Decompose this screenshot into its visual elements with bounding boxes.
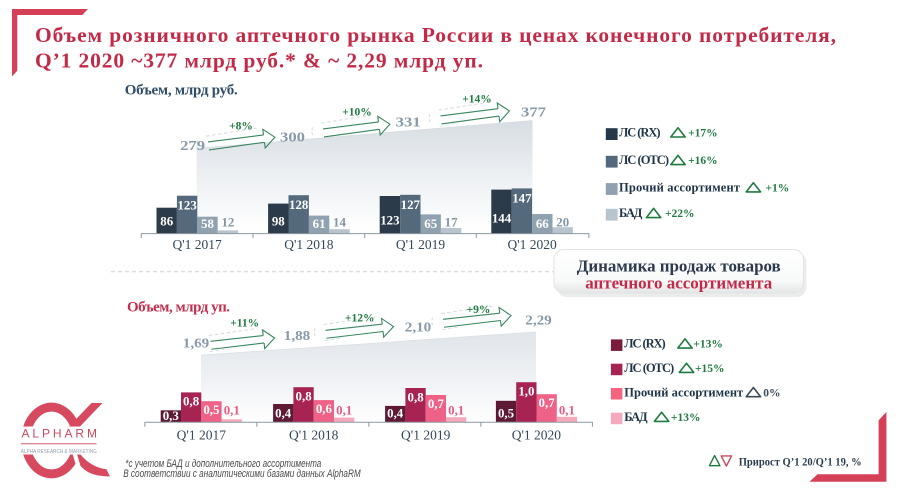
svg-text:+11%: +11% (230, 318, 259, 330)
svg-text:0,7: 0,7 (428, 397, 445, 411)
svg-text:0,4: 0,4 (275, 407, 292, 421)
svg-text:61: 61 (313, 217, 326, 231)
svg-text:Q'1 2018: Q'1 2018 (289, 428, 339, 443)
svg-text:58: 58 (201, 217, 214, 231)
svg-text:86: 86 (160, 215, 173, 229)
svg-text:0,1: 0,1 (224, 403, 240, 417)
svg-text:+13%: +13% (693, 339, 723, 351)
svg-text:+1%: +1% (766, 183, 790, 195)
svg-text:ЛС (ОТС): ЛС (ОТС) (619, 153, 669, 167)
svg-text:Объем розничного аптечного рын: Объем розничного аптечного рынка России … (35, 23, 836, 47)
svg-text:98: 98 (272, 215, 285, 229)
svg-text:+10%: +10% (342, 106, 372, 118)
svg-text:0,6: 0,6 (316, 402, 333, 416)
svg-text:ЛС (RX): ЛС (RX) (619, 126, 661, 140)
svg-text:Динамика продаж товаров: Динамика продаж товаров (577, 256, 781, 275)
svg-text:+8%: +8% (229, 121, 253, 133)
svg-text:Q'1 2020: Q'1 2020 (507, 237, 557, 252)
svg-text:ЛС (ОТС): ЛС (ОТС) (624, 361, 674, 375)
svg-text:0,8: 0,8 (408, 390, 425, 404)
svg-text:БАД: БАД (619, 206, 643, 220)
svg-text:377: 377 (521, 106, 546, 121)
svg-text:14: 14 (333, 215, 346, 229)
svg-text:0,5: 0,5 (498, 407, 514, 421)
svg-text:Q'1 2019: Q'1 2019 (401, 428, 451, 443)
svg-text:0,8: 0,8 (183, 395, 200, 409)
svg-text:331: 331 (396, 116, 421, 131)
svg-text:+9%: +9% (467, 304, 491, 316)
svg-text:+22%: +22% (665, 208, 695, 220)
svg-text:Q'1 2019: Q'1 2019 (396, 237, 446, 252)
svg-text:66: 66 (536, 217, 549, 231)
svg-text:20: 20 (556, 215, 569, 229)
svg-text:127: 127 (401, 198, 421, 212)
svg-text:0,1: 0,1 (559, 403, 575, 417)
svg-text:Прочий ассортимент: Прочий ассортимент (624, 385, 743, 399)
svg-text:1,69: 1,69 (183, 337, 210, 352)
svg-text:144: 144 (492, 212, 512, 226)
svg-text:ALPHA RESEARCH & MARKETING: ALPHA RESEARCH & MARKETING (21, 449, 97, 455)
svg-text:0%: 0% (763, 387, 780, 399)
svg-text:аптечного ассортимента: аптечного ассортимента (585, 274, 773, 293)
svg-text:ЛС (RX): ЛС (RX) (624, 337, 666, 351)
svg-text:+15%: +15% (695, 363, 725, 375)
svg-text:12: 12 (221, 215, 234, 229)
svg-text:128: 128 (289, 198, 309, 212)
svg-text:+16%: +16% (688, 155, 718, 167)
svg-text:В соответствии с аналитическим: В соответствии с аналитическими базами д… (123, 468, 361, 480)
svg-text:Q'1 2017: Q'1 2017 (177, 428, 227, 443)
svg-text:Объем, млрд руб.: Объем, млрд руб. (125, 83, 238, 99)
svg-text:0,1: 0,1 (336, 403, 352, 417)
svg-text:+17%: +17% (688, 128, 718, 140)
svg-text:Объем, млрд уп.: Объем, млрд уп. (127, 300, 230, 316)
svg-text:*с учетом БАД и дополнительног: *с учетом БАД и дополнительного ассортим… (125, 458, 321, 470)
svg-text:Q'1 2018: Q'1 2018 (284, 237, 334, 252)
svg-text:0,7: 0,7 (539, 396, 556, 410)
svg-text:123: 123 (380, 214, 399, 228)
svg-text:65: 65 (424, 217, 437, 231)
svg-text:Прирост Q’1 20/Q’1 19, %: Прирост Q’1 20/Q’1 19, % (739, 454, 862, 468)
svg-text:279: 279 (180, 139, 205, 154)
svg-text:Прочий ассортимент: Прочий ассортимент (619, 181, 740, 195)
svg-text:123: 123 (177, 199, 196, 213)
svg-text:17: 17 (445, 215, 458, 229)
svg-text:Q'1 2020: Q'1 2020 (512, 428, 562, 443)
svg-text:0,3: 0,3 (163, 409, 179, 423)
svg-text:2,29: 2,29 (525, 314, 552, 329)
svg-text:+13%: +13% (671, 412, 701, 424)
svg-text:0,4: 0,4 (387, 407, 404, 421)
svg-text:+12%: +12% (345, 313, 375, 325)
svg-text:Q'1 2017: Q'1 2017 (172, 237, 222, 252)
svg-text:1,88: 1,88 (284, 329, 311, 344)
svg-text:0,8: 0,8 (296, 390, 313, 404)
svg-text:300: 300 (280, 130, 305, 145)
svg-text:147: 147 (512, 191, 532, 205)
svg-text:0,5: 0,5 (203, 403, 219, 417)
svg-text:БАД: БАД (624, 410, 648, 424)
svg-text:2,10: 2,10 (405, 321, 432, 336)
svg-text:1,0: 1,0 (518, 385, 534, 399)
svg-text:+14%: +14% (462, 94, 492, 106)
svg-text:Q’1 2020 ~377 млрд руб.* & ~ 2: Q’1 2020 ~377 млрд руб.* & ~ 2,29 млрд у… (35, 49, 483, 73)
svg-text:0,1: 0,1 (448, 403, 464, 417)
